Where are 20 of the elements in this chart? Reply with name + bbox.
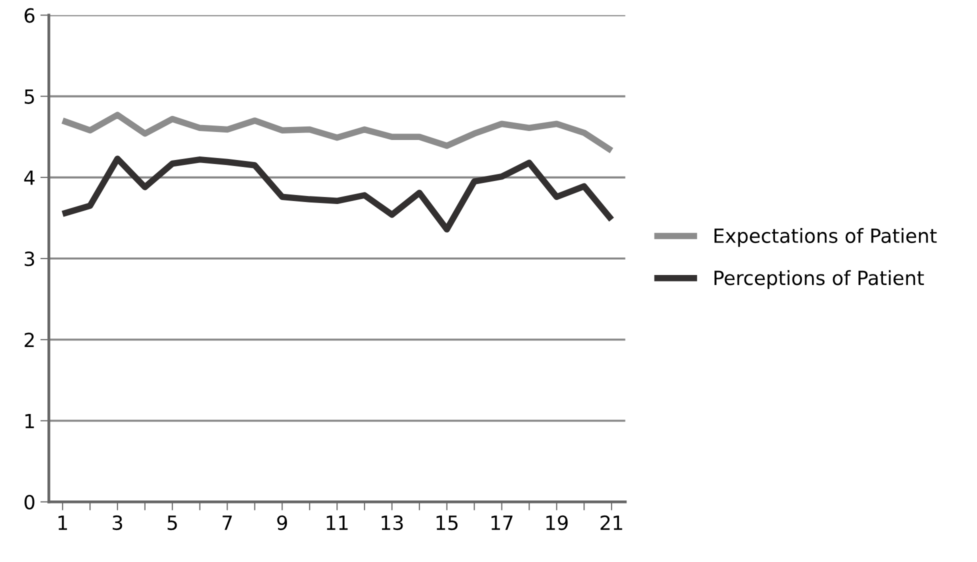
x-tick-label: 11: [326, 516, 348, 530]
x-tick-label: 19: [546, 515, 568, 530]
y-tick-label: 1: [25, 414, 34, 428]
legend-label: Perceptions of Patient: [714, 270, 924, 290]
x-tick-label: 3: [112, 515, 122, 530]
x-tick-label: 5: [168, 516, 177, 530]
x-tick-label: 7: [222, 516, 232, 530]
x-tick-label: 21: [600, 515, 622, 530]
x-tick-label: 1: [58, 516, 67, 530]
x-tick-label: 9: [277, 515, 287, 530]
x-tick-label: 15: [436, 516, 458, 530]
legend-label: Expectations of Patient: [714, 228, 937, 247]
y-tick-label: 4: [24, 170, 35, 185]
y-tick-label: 6: [24, 8, 34, 23]
x-tick-label: 17: [492, 516, 512, 530]
y-tick-label: 5: [24, 90, 34, 104]
y-tick-label: 3: [24, 251, 34, 266]
y-tick-label: 2: [24, 332, 34, 348]
x-tick-label: 13: [382, 515, 403, 530]
y-tick-label: 0: [24, 494, 34, 510]
